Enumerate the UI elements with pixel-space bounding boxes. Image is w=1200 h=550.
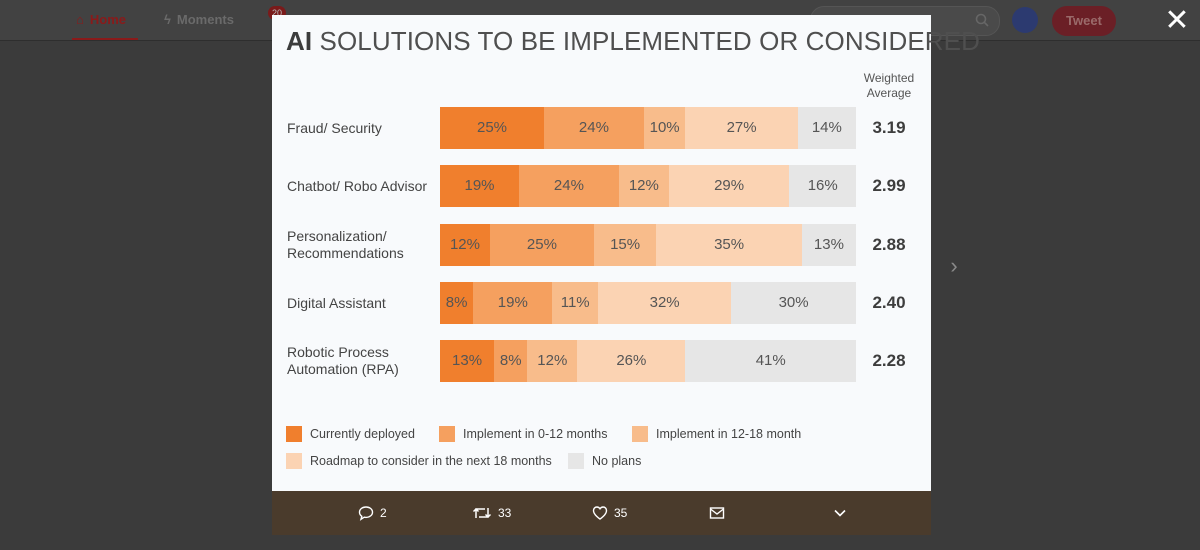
row-label: Digital Assistant bbox=[287, 295, 437, 312]
like-count: 35 bbox=[614, 506, 628, 520]
weighted-average-header-line2: Average bbox=[866, 86, 912, 100]
weighted-average-header: Weighted Average bbox=[854, 71, 924, 101]
row-label-line: Chatbot/ Robo Advisor bbox=[287, 177, 428, 194]
bar-segment: 25% bbox=[489, 224, 594, 266]
row-label: Fraud/ Security bbox=[287, 120, 437, 137]
reply-button[interactable]: 2 bbox=[358, 491, 387, 535]
direct-message-button[interactable] bbox=[709, 491, 725, 535]
retweet-button[interactable]: 33 bbox=[472, 491, 511, 535]
bar-segment: 19% bbox=[440, 165, 520, 207]
bar-segment: 27% bbox=[685, 107, 798, 149]
tweet-button[interactable]: Tweet bbox=[1052, 6, 1116, 36]
bar-segment: 15% bbox=[593, 224, 657, 266]
row-label-line: Robotic Process bbox=[287, 344, 389, 360]
legend-label: Roadmap to consider in the next 18 month… bbox=[310, 454, 552, 468]
chart-image: AI SOLUTIONS TO BE IMPLEMENTED OR CONSID… bbox=[272, 15, 980, 491]
bar-segment: 41% bbox=[685, 340, 856, 382]
bar-segment: 12% bbox=[440, 224, 490, 266]
bar-segment: 12% bbox=[527, 340, 578, 382]
chart-title-bold: AI bbox=[286, 26, 313, 56]
legend-item-implement-12-18: Implement in 12-18 month bbox=[632, 425, 802, 443]
stacked-bar: 25% 24% 10% 27% 14% bbox=[440, 107, 856, 149]
search-icon bbox=[975, 13, 989, 27]
bar-segment: 29% bbox=[668, 165, 790, 207]
avatar[interactable] bbox=[1012, 7, 1038, 33]
retweet-count: 33 bbox=[498, 506, 512, 520]
row-label: Chatbot/ Robo Advisor bbox=[287, 178, 437, 195]
legend-item-implement-0-12: Implement in 0-12 months bbox=[439, 425, 608, 443]
like-button[interactable]: 35 bbox=[592, 491, 627, 535]
bar-segment: 11% bbox=[552, 282, 599, 324]
legend-swatch bbox=[286, 425, 302, 442]
row-label-line: Personalization/ bbox=[287, 228, 387, 244]
legend-swatch bbox=[632, 425, 648, 442]
envelope-icon bbox=[709, 507, 725, 519]
weighted-average-value: 2.88 bbox=[872, 235, 906, 254]
retweet-icon bbox=[472, 507, 492, 518]
bar-segment: 19% bbox=[473, 282, 553, 324]
row-label: Personalization/Recommendations bbox=[287, 228, 437, 262]
row-label-line: Digital Assistant bbox=[287, 294, 386, 311]
bar-segment: 13% bbox=[801, 224, 856, 266]
nav-moments[interactable]: ϟ Moments bbox=[164, 0, 234, 40]
nav-home[interactable]: ⌂ Home bbox=[72, 0, 138, 40]
bar-segment: 26% bbox=[577, 340, 686, 382]
weighted-average-value: 2.40 bbox=[872, 293, 906, 312]
bar-segment: 13% bbox=[440, 340, 495, 382]
bar-segment: 24% bbox=[544, 107, 644, 149]
chart-title: AI SOLUTIONS TO BE IMPLEMENTED OR CONSID… bbox=[286, 26, 980, 57]
chevron-down-icon bbox=[834, 509, 846, 517]
bar-segment: 25% bbox=[440, 107, 544, 149]
more-options-button[interactable] bbox=[833, 491, 847, 535]
bar-segment: 14% bbox=[797, 107, 856, 149]
legend-item-roadmap: Roadmap to consider in the next 18 month… bbox=[286, 452, 552, 470]
bar-segment: 12% bbox=[618, 165, 669, 207]
bar-segment: 32% bbox=[598, 282, 732, 324]
close-icon[interactable]: ✕ bbox=[1164, 4, 1190, 37]
legend-swatch bbox=[439, 425, 455, 442]
next-arrow-icon[interactable]: › bbox=[950, 253, 958, 278]
bar-segment: 16% bbox=[789, 165, 856, 207]
row-label-line: Fraud/ Security bbox=[287, 119, 382, 136]
legend-swatch bbox=[568, 452, 584, 469]
reply-count: 2 bbox=[380, 506, 387, 520]
legend-swatch bbox=[286, 452, 302, 469]
weighted-average-value: 2.99 bbox=[872, 176, 906, 195]
tweet-actions-bar: 2 33 35 bbox=[272, 491, 931, 535]
legend-label: Implement in 0-12 months bbox=[463, 427, 608, 441]
heart-icon bbox=[592, 506, 608, 520]
nav-home-label: Home bbox=[89, 12, 126, 27]
stacked-bar: 19% 24% 12% 29% 16% bbox=[440, 165, 856, 207]
row-label-line: Recommendations bbox=[287, 245, 404, 261]
legend-label: No plans bbox=[592, 454, 642, 468]
bar-segment: 8% bbox=[440, 282, 474, 324]
home-icon: ⌂ bbox=[76, 12, 84, 27]
stacked-bar: 13% 8% 12% 26% 41% bbox=[440, 340, 856, 382]
weighted-average-value: 3.19 bbox=[872, 118, 906, 137]
bar-segment: 24% bbox=[519, 165, 619, 207]
legend-label: Implement in 12-18 month bbox=[656, 427, 802, 441]
stacked-bar: 8% 19% 11% 32% 30% bbox=[440, 282, 856, 324]
weighted-average-value: 2.28 bbox=[872, 351, 906, 370]
legend-item-no-plans: No plans bbox=[568, 452, 642, 470]
reply-icon bbox=[358, 506, 374, 521]
chart-title-rest: SOLUTIONS TO BE IMPLEMENTED OR CONSIDERE… bbox=[312, 26, 980, 56]
weighted-average-header-line1: Weighted bbox=[863, 71, 915, 85]
bar-segment: 8% bbox=[494, 340, 528, 382]
legend-item-currently-deployed: Currently deployed bbox=[286, 425, 415, 443]
bar-segment: 30% bbox=[731, 282, 856, 324]
bar-segment: 35% bbox=[656, 224, 802, 266]
stacked-bar: 12% 25% 15% 35% 13% bbox=[440, 224, 856, 266]
row-label-line: Automation (RPA) bbox=[287, 361, 399, 377]
bar-segment: 10% bbox=[643, 107, 686, 149]
legend-label: Currently deployed bbox=[310, 427, 415, 441]
lightning-icon: ϟ bbox=[164, 12, 171, 27]
row-label: Robotic Process Automation (RPA) bbox=[287, 344, 437, 378]
nav-moments-label: Moments bbox=[176, 12, 234, 27]
